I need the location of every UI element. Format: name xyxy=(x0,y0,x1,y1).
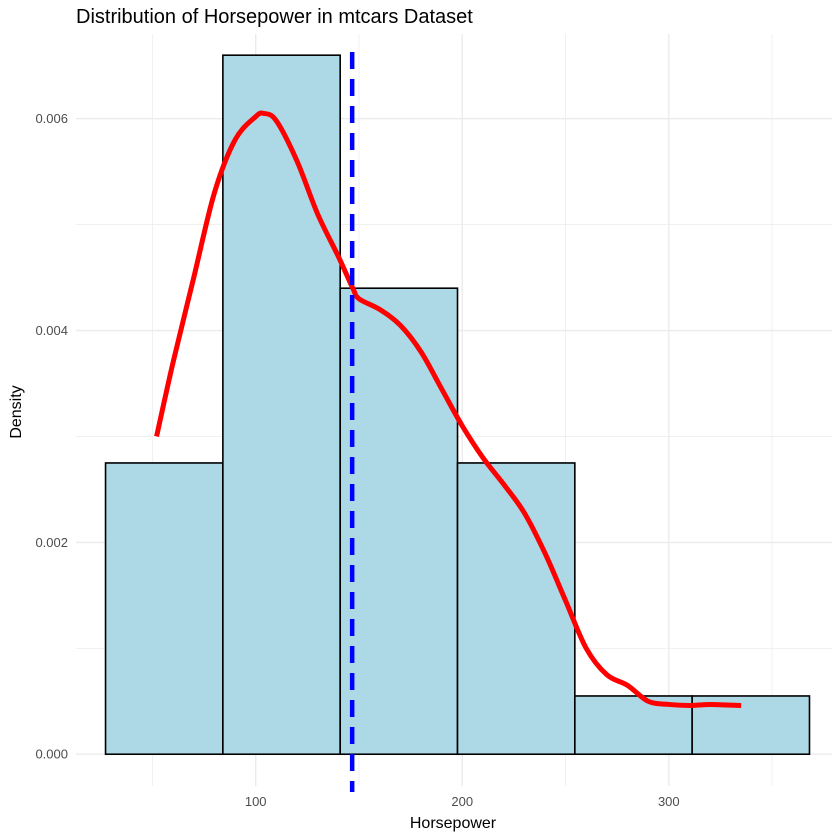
histogram-bars xyxy=(104,54,811,756)
chart-title: Distribution of Horsepower in mtcars Dat… xyxy=(76,6,473,28)
x-tick-label: 200 xyxy=(451,794,473,809)
y-axis-title: Density xyxy=(8,385,25,438)
histogram-bar-4 xyxy=(456,462,576,756)
histogram-bar-6 xyxy=(691,695,811,756)
y-tick-label: 0.002 xyxy=(35,535,68,550)
histogram-bar-3 xyxy=(339,287,459,756)
x-axis-title: Horsepower xyxy=(410,815,497,832)
x-tick-label: 300 xyxy=(658,794,680,809)
histogram-bar-2 xyxy=(222,54,341,756)
y-tick-label: 0.006 xyxy=(35,111,68,126)
y-tick-label: 0.004 xyxy=(35,323,68,338)
histogram-bar-1 xyxy=(104,462,224,756)
x-tick-label: 100 xyxy=(245,794,267,809)
y-tick-label: 0.000 xyxy=(35,747,68,762)
density-curve xyxy=(154,110,742,708)
tick-labels: 100 200 300 0.000 0.002 0.004 0.006 xyxy=(35,111,679,809)
density-curve-layer xyxy=(154,110,742,708)
